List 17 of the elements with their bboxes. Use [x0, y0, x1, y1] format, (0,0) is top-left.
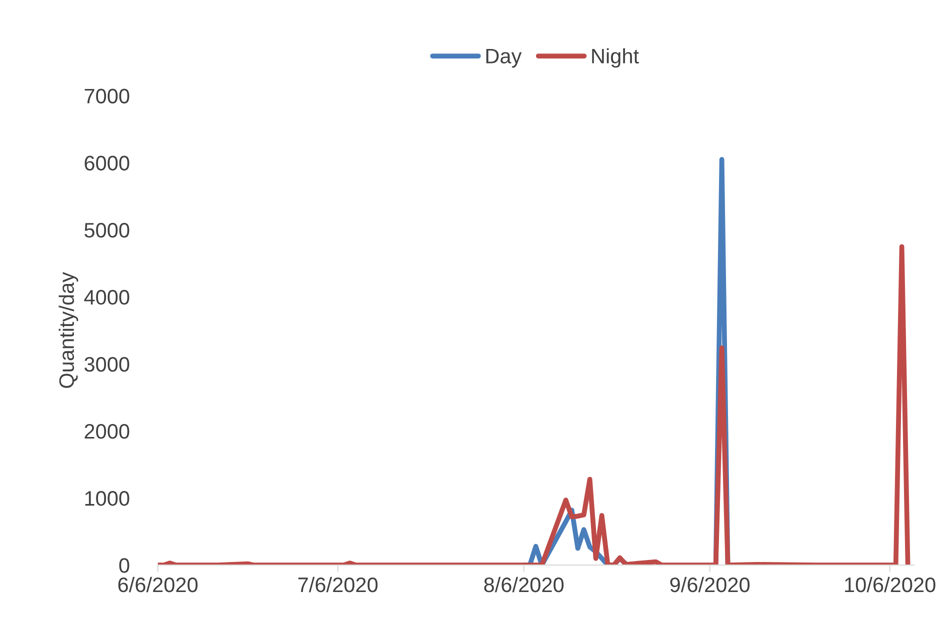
x-tick-label: 7/6/2020 [298, 576, 378, 592]
y-tick-label: 6000 [84, 156, 130, 171]
x-tick-label: 10/6/2020 [845, 576, 936, 592]
y-tick-label: 0 [119, 558, 130, 573]
y-tick-label: 3000 [84, 356, 130, 372]
legend-label: Night [592, 48, 639, 68]
y-axis-title: Quantity/day [58, 272, 78, 388]
y-tick-label: 5000 [84, 222, 130, 238]
y-tick-label: 2000 [84, 424, 130, 439]
x-tick-label: 8/6/2020 [484, 576, 564, 592]
y-tick-label: 1000 [85, 491, 130, 506]
y-tick-label: 7000 [84, 88, 130, 104]
line-series [158, 244, 910, 566]
x-tick-label: 9/6/2020 [670, 576, 750, 592]
x-tick-label: 6/6/2020 [118, 576, 198, 592]
y-tick-label: 4000 [84, 290, 130, 305]
legend-label: Day [486, 48, 522, 68]
